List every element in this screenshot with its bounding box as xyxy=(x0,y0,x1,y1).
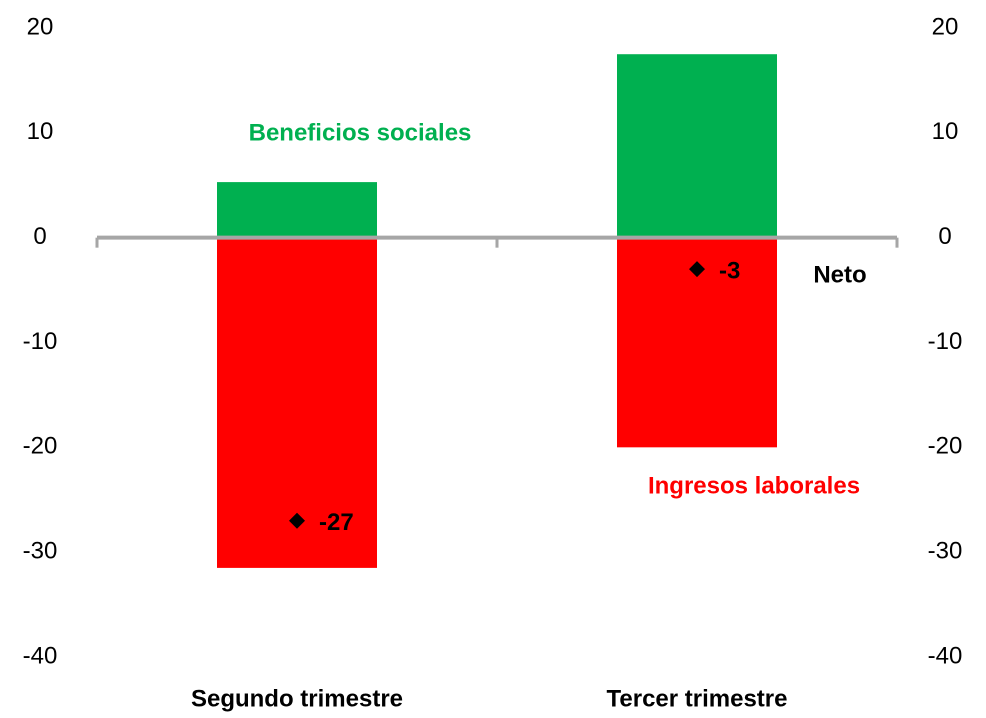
y2-tick-label: 20 xyxy=(932,13,959,40)
y-tick-label: 20 xyxy=(27,13,54,40)
marker xyxy=(689,261,705,278)
x-tick-label: Tercer trimestre xyxy=(607,685,788,712)
y-tick-label: 0 xyxy=(33,223,46,250)
y2-tick-label: -40 xyxy=(928,642,963,669)
y-tick-label: 10 xyxy=(27,118,54,145)
y2-tick-label: -10 xyxy=(928,328,963,355)
x-tick-label: Segundo trimestre xyxy=(191,685,403,712)
series-label: Neto xyxy=(813,261,866,288)
data-label: -27 xyxy=(319,509,354,536)
bar xyxy=(217,182,377,238)
y-tick-label: -30 xyxy=(23,538,58,565)
bar xyxy=(617,54,777,238)
marker xyxy=(289,512,305,529)
data-label: -3 xyxy=(719,257,740,284)
series-label: Beneficios sociales xyxy=(249,119,472,146)
y2-tick-label: -30 xyxy=(928,538,963,565)
y-tick-label: -10 xyxy=(23,328,58,355)
y-tick-label: -20 xyxy=(23,433,58,460)
y2-tick-label: 0 xyxy=(938,223,951,250)
series-label: Ingresos laborales xyxy=(648,472,860,499)
y2-tick-label: -20 xyxy=(928,433,963,460)
y2-tick-label: 10 xyxy=(932,118,959,145)
y-tick-label: -40 xyxy=(23,642,58,669)
